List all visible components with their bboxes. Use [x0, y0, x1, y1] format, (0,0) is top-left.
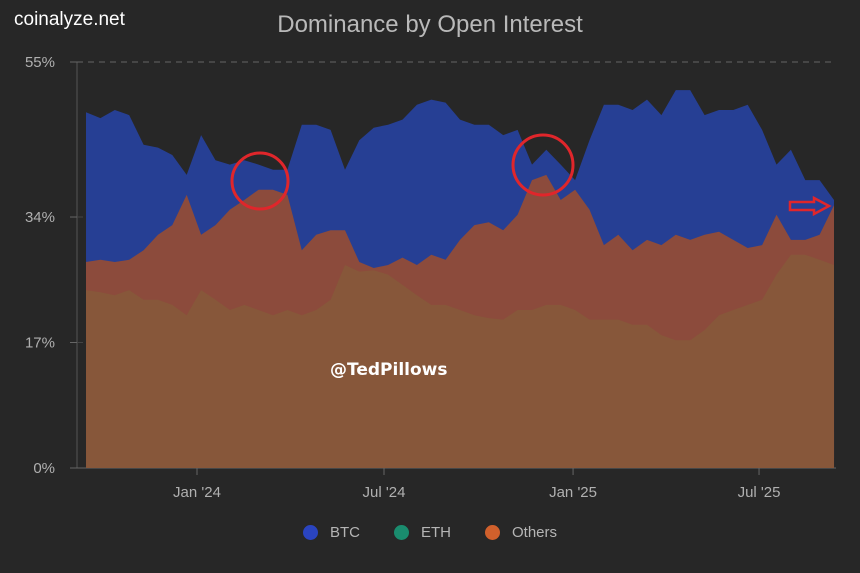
legend-item-eth[interactable]: ETH — [393, 524, 451, 541]
x-tick-label: Jul '25 — [738, 484, 781, 501]
legend-label: ETH — [420, 524, 451, 541]
area-eth — [86, 254, 835, 468]
x-tick-label: Jan '25 — [549, 484, 597, 501]
eth-dot-icon — [393, 525, 409, 540]
chart-title: Dominance by Open Interest — [277, 11, 583, 38]
annotation-circle — [230, 151, 290, 211]
legend-label: BTC — [329, 524, 360, 541]
annotation-circle — [511, 133, 575, 197]
y-tick-label: 17% — [25, 335, 55, 352]
legend: BTC ETH Others — [0, 524, 860, 541]
legend-item-btc[interactable]: BTC — [302, 524, 360, 541]
y-tick-label: 34% — [25, 209, 55, 226]
annotation-arrow-icon — [788, 195, 832, 217]
others-dot-icon — [484, 525, 500, 540]
y-tick-label: 0% — [33, 460, 55, 477]
legend-item-others[interactable]: Others — [484, 524, 557, 541]
watermark: @TedPillows — [330, 360, 448, 380]
x-tick-label: Jan '24 — [173, 484, 221, 501]
btc-dot-icon — [302, 525, 318, 540]
legend-label: Others — [511, 524, 557, 541]
x-tick-label: Jul '24 — [363, 484, 406, 501]
y-tick-label: 55% — [25, 54, 55, 71]
brand-logo: coinalyze.net — [14, 9, 125, 30]
